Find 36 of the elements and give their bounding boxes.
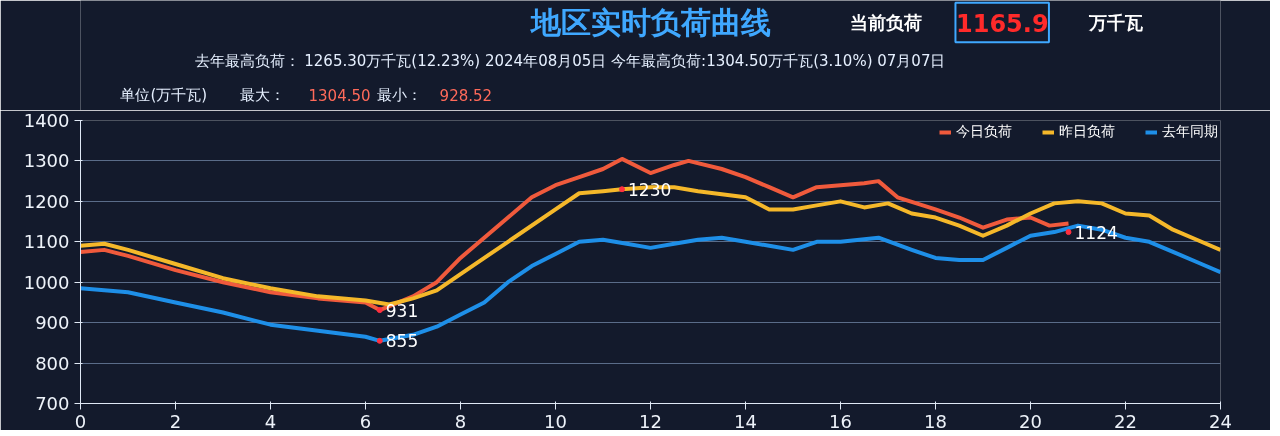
legend-label: 昨日负荷 xyxy=(1059,123,1115,141)
x-tick-label: 8 xyxy=(454,410,467,432)
text: 最小： xyxy=(376,86,422,105)
x-tick-label: 24 xyxy=(1209,410,1232,432)
chart-title: 地区实时负荷曲线 xyxy=(528,5,771,40)
text: 928.52 xyxy=(439,87,493,106)
annotation: 931 xyxy=(385,300,419,321)
legend-label: 去年同期 xyxy=(1162,123,1218,141)
x-tick-label: 10 xyxy=(544,410,567,432)
x-tick-label: 6 xyxy=(359,410,372,432)
y-tick-label: 1400 xyxy=(23,110,70,131)
y-tick-label: 1200 xyxy=(23,190,70,212)
x-tick-label: 2 xyxy=(169,410,182,432)
text: 当前负荷 xyxy=(850,12,922,33)
x-tick-label: 0 xyxy=(74,410,87,432)
chart-subtitle: 去年最高负荷： 1265.30万千瓦(12.23%) 2024年08月05日 今年最高负荷:1304.50万千瓦(3.10%) 07月07日 xyxy=(194,52,946,70)
y-tick-label: 800 xyxy=(35,352,70,374)
x-tick-label: 14 xyxy=(734,410,757,432)
text: 最大： xyxy=(240,86,286,105)
y-tick-label: 1000 xyxy=(23,271,70,293)
x-tick-label: 20 xyxy=(1019,410,1042,432)
x-tick-label: 4 xyxy=(264,410,277,432)
text: 1304.50 xyxy=(308,87,371,106)
y-tick-label: 900 xyxy=(35,312,70,334)
x-tick-label: 18 xyxy=(924,410,947,432)
y-axis-title: 单位(万千瓦) xyxy=(120,86,208,105)
y-tick-label: 700 xyxy=(35,393,70,414)
legend-label: 今日负荷 xyxy=(956,123,1012,141)
text: 万千瓦 xyxy=(1088,12,1144,33)
x-tick-label: 16 xyxy=(829,410,852,432)
y-tick-label: 1300 xyxy=(23,150,70,172)
x-tick-label: 12 xyxy=(639,410,662,432)
text: 1165.9 xyxy=(956,9,1049,38)
point xyxy=(376,307,383,314)
x-tick-label: 22 xyxy=(1114,410,1137,432)
y-tick-label: 1100 xyxy=(23,231,70,253)
